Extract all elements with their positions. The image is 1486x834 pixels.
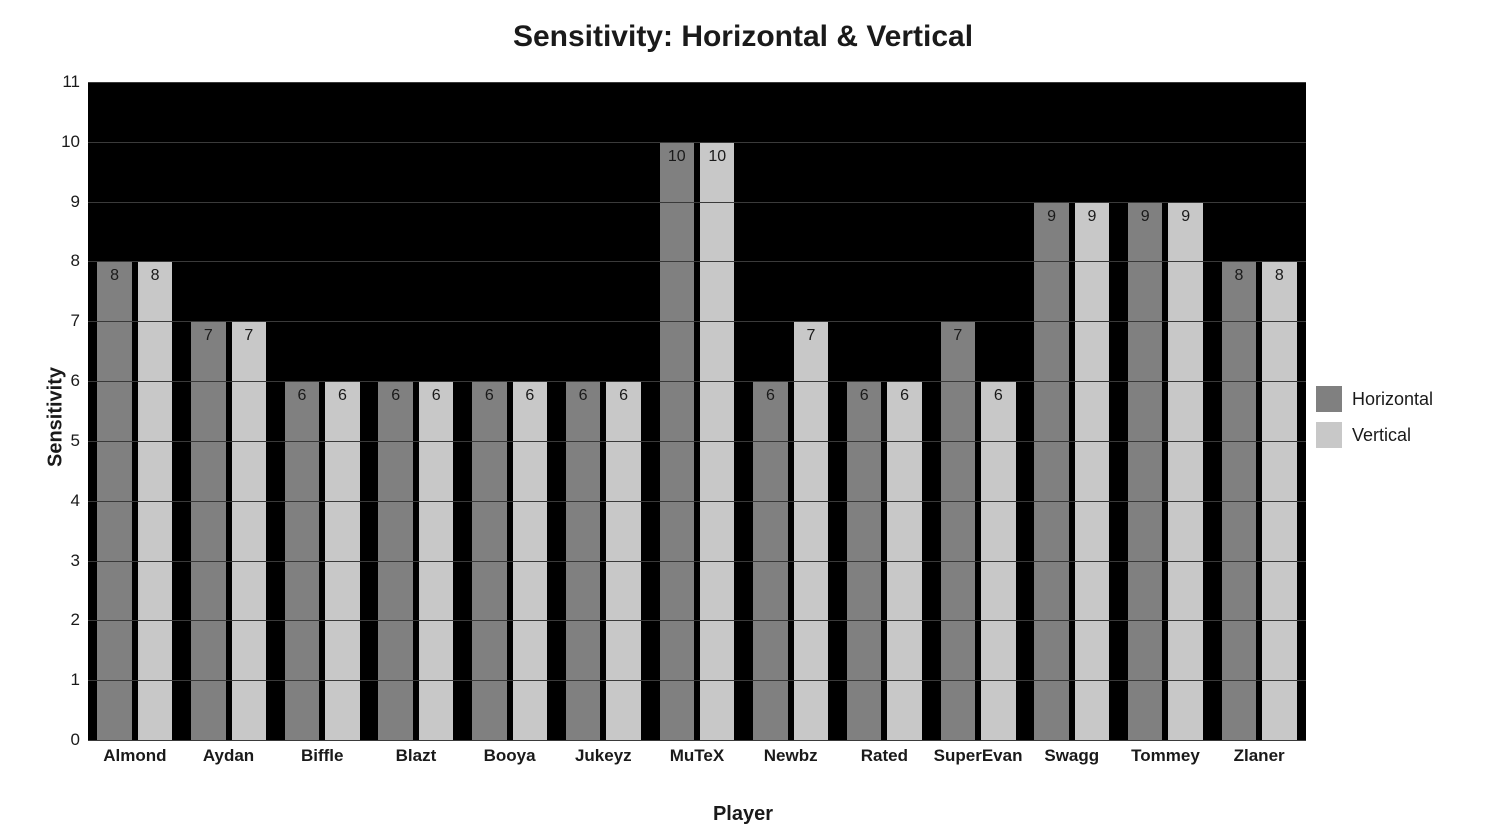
legend: Horizontal Vertical bbox=[1316, 376, 1466, 458]
bar-value-label: 9 bbox=[1128, 208, 1162, 226]
x-tick-label: Aydan bbox=[203, 746, 254, 766]
bar: 9 bbox=[1128, 202, 1162, 740]
gridline bbox=[88, 321, 1306, 322]
bar-value-label: 6 bbox=[419, 387, 453, 405]
x-tick-label: Tommey bbox=[1131, 746, 1200, 766]
gridline bbox=[88, 261, 1306, 262]
y-tick-label: 8 bbox=[71, 251, 80, 271]
legend-label: Vertical bbox=[1352, 425, 1411, 446]
gridline bbox=[88, 381, 1306, 382]
x-axis-label: Player bbox=[0, 803, 1486, 826]
y-tick-label: 4 bbox=[71, 491, 80, 511]
y-tick-label: 9 bbox=[71, 192, 80, 212]
bar-value-label: 6 bbox=[887, 387, 921, 405]
bar-value-label: 6 bbox=[472, 387, 506, 405]
bar-value-label: 10 bbox=[700, 148, 734, 166]
bar-value-label: 8 bbox=[1262, 267, 1296, 285]
y-tick-labels: 01234567891011 bbox=[48, 82, 88, 740]
bar: 7 bbox=[232, 321, 266, 740]
bar-value-label: 6 bbox=[981, 387, 1015, 405]
gridline bbox=[88, 620, 1306, 621]
bar-value-label: 7 bbox=[232, 327, 266, 345]
bar-value-label: 9 bbox=[1075, 208, 1109, 226]
bar-value-label: 10 bbox=[660, 148, 694, 166]
x-tick-label: Biffle bbox=[301, 746, 344, 766]
y-tick-label: 5 bbox=[71, 431, 80, 451]
y-tick-label: 10 bbox=[61, 132, 80, 152]
gridline bbox=[88, 740, 1306, 741]
bar-value-label: 9 bbox=[1034, 208, 1068, 226]
bar-value-label: 6 bbox=[325, 387, 359, 405]
x-tick-label: Zlaner bbox=[1234, 746, 1285, 766]
bar: 7 bbox=[191, 321, 225, 740]
x-tick-label: Rated bbox=[861, 746, 908, 766]
chart-title: Sensitivity: Horizontal & Vertical bbox=[0, 20, 1486, 54]
bar-value-label: 8 bbox=[1222, 267, 1256, 285]
y-tick-label: 11 bbox=[62, 72, 80, 92]
bar: 9 bbox=[1168, 202, 1202, 740]
x-tick-label: Swagg bbox=[1044, 746, 1099, 766]
bar-value-label: 7 bbox=[191, 327, 225, 345]
y-tick-label: 3 bbox=[71, 551, 80, 571]
gridline bbox=[88, 561, 1306, 562]
bar-value-label: 7 bbox=[794, 327, 828, 345]
bar-value-label: 6 bbox=[566, 387, 600, 405]
bar-value-label: 6 bbox=[285, 387, 319, 405]
legend-swatch bbox=[1316, 386, 1342, 412]
y-tick-label: 2 bbox=[71, 610, 80, 630]
x-tick-label: Blazt bbox=[396, 746, 437, 766]
gridline bbox=[88, 202, 1306, 203]
legend-item: Horizontal bbox=[1316, 386, 1466, 412]
legend-swatch bbox=[1316, 422, 1342, 448]
gridline bbox=[88, 82, 1306, 83]
bar: 7 bbox=[794, 321, 828, 740]
chart-page: Sensitivity: Horizontal & Vertical Sensi… bbox=[0, 0, 1486, 834]
bar-value-label: 6 bbox=[606, 387, 640, 405]
y-tick-label: 6 bbox=[71, 371, 80, 391]
bar-value-label: 6 bbox=[513, 387, 547, 405]
bar-value-label: 7 bbox=[941, 327, 975, 345]
legend-item: Vertical bbox=[1316, 422, 1466, 448]
legend-label: Horizontal bbox=[1352, 389, 1433, 410]
gridline bbox=[88, 501, 1306, 502]
x-tick-label: MuTeX bbox=[670, 746, 724, 766]
gridline bbox=[88, 142, 1306, 143]
bar: 9 bbox=[1075, 202, 1109, 740]
x-tick-labels: Almond Aydan Biffle Blazt Booya Jukeyz MuTeX Ne… bbox=[88, 740, 1306, 780]
y-tick-label: 0 bbox=[71, 730, 80, 750]
bars-container: 8877666666661010676676999988 bbox=[88, 82, 1306, 740]
bar-value-label: 8 bbox=[138, 267, 172, 285]
bar-value-label: 9 bbox=[1168, 208, 1202, 226]
bar: 7 bbox=[941, 321, 975, 740]
x-tick-label: Newbz bbox=[764, 746, 818, 766]
x-tick-label: Almond bbox=[103, 746, 166, 766]
gridline bbox=[88, 680, 1306, 681]
bar-value-label: 8 bbox=[97, 267, 131, 285]
plot-area: 01234567891011 8877666666661010676676999… bbox=[88, 82, 1306, 740]
bar-value-label: 6 bbox=[753, 387, 787, 405]
x-tick-label: Jukeyz bbox=[575, 746, 632, 766]
y-tick-label: 7 bbox=[71, 311, 80, 331]
gridline bbox=[88, 441, 1306, 442]
x-tick-label: SuperEvan bbox=[934, 746, 1023, 766]
bar-value-label: 6 bbox=[378, 387, 412, 405]
y-tick-label: 1 bbox=[71, 670, 80, 690]
bar-value-label: 6 bbox=[847, 387, 881, 405]
x-tick-label: Booya bbox=[484, 746, 536, 766]
bar: 9 bbox=[1034, 202, 1068, 740]
